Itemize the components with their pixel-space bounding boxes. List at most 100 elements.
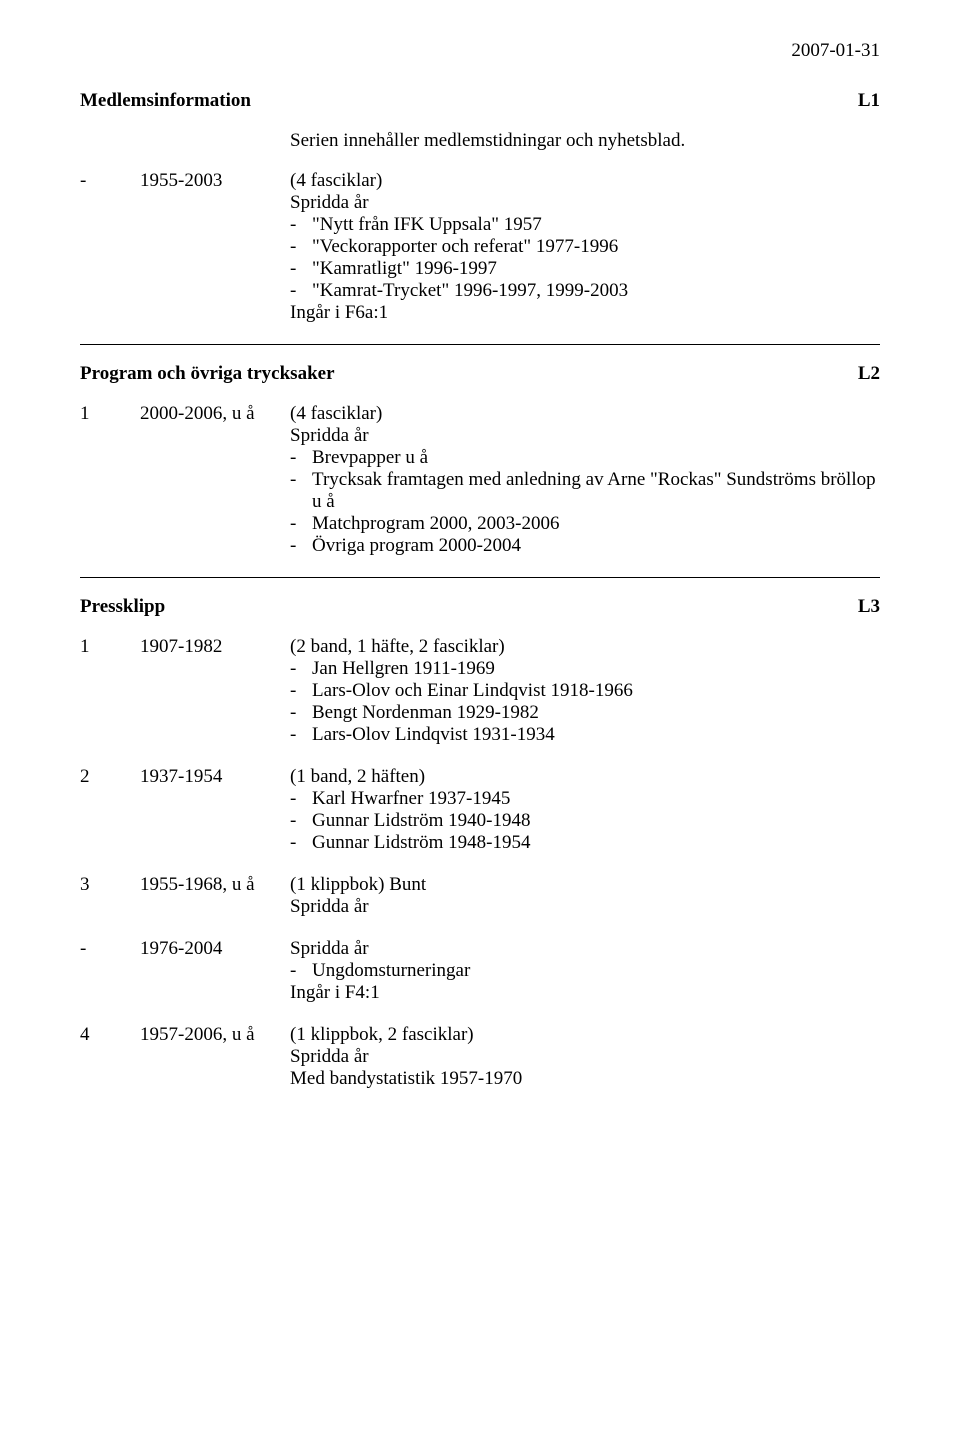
entry-col3: (4 fasciklar) Spridda år -Brevpapper u å… [290,403,880,557]
bullet-item: -Jan Hellgren 1911-1969 [290,658,880,680]
bullet-item: -Brevpapper u å [290,447,880,469]
entry-tail: Ingår i F6a:1 [290,302,880,324]
entry-line: Spridda år [290,192,880,214]
entry-row: 1 1907-1982 (2 band, 1 häfte, 2 fascikla… [80,636,880,746]
entry-main: (4 fasciklar) [290,170,880,192]
bullet-item: -"Veckorapporter och referat" 1977-1996 [290,236,880,258]
entry-col2: 1955-2003 [140,170,290,324]
entry-col2: 1955-1968, u å [140,874,290,918]
entry-line: Med bandystatistik 1957-1970 [290,1068,880,1090]
bullet-item: -Gunnar Lidström 1948-1954 [290,832,880,854]
bullet-text: Jan Hellgren 1911-1969 [312,658,880,680]
bullet-text: Bengt Nordenman 1929-1982 [312,702,880,724]
bullet-text: "Kamrat-Trycket" 1996-1997, 1999-2003 [312,280,880,302]
entry-col3: (2 band, 1 häfte, 2 fasciklar) -Jan Hell… [290,636,880,746]
entry-col3: (1 band, 2 häften) -Karl Hwarfner 1937-1… [290,766,880,854]
bullet-dash: - [290,658,312,680]
bullet-dash: - [290,702,312,724]
bullet-text: Karl Hwarfner 1937-1945 [312,788,880,810]
bullet-item: -Övriga program 2000-2004 [290,535,880,557]
bullet-item: -Karl Hwarfner 1937-1945 [290,788,880,810]
section-header-l3: Pressklipp L3 [80,596,880,618]
entry-col3: (4 fasciklar) Spridda år -"Nytt från IFK… [290,170,880,324]
bullet-text: "Veckorapporter och referat" 1977-1996 [312,236,880,258]
entry-row: 2 1937-1954 (1 band, 2 häften) -Karl Hwa… [80,766,880,854]
document-date: 2007-01-31 [80,40,880,62]
entry-col1: 3 [80,874,140,918]
bullet-item: -Gunnar Lidström 1940-1948 [290,810,880,832]
entry-row: - 1955-2003 (4 fasciklar) Spridda år -"N… [80,170,880,324]
entry-line: Spridda år [290,425,880,447]
entry-main: (1 band, 2 häften) [290,766,880,788]
section-code: L3 [858,596,880,618]
bullet-item: -Trycksak framtagen med anledning av Arn… [290,469,880,513]
bullet-dash: - [290,258,312,280]
bullet-dash: - [290,236,312,258]
entry-col1: - [80,170,140,324]
bullet-dash: - [290,724,312,746]
entry-col2: 1907-1982 [140,636,290,746]
section-title: Program och övriga trycksaker [80,363,335,385]
entry-tail: Ingår i F4:1 [290,982,880,1004]
bullet-item: -"Kamrat-Trycket" 1996-1997, 1999-2003 [290,280,880,302]
bullet-item: -Matchprogram 2000, 2003-2006 [290,513,880,535]
bullet-dash: - [290,447,312,469]
entry-col1: 1 [80,636,140,746]
entry-main: (1 klippbok, 2 fasciklar) [290,1024,880,1046]
entry-line: Spridda år [290,1046,880,1068]
section-header-l2: Program och övriga trycksaker L2 [80,363,880,385]
section-code: L2 [858,363,880,385]
bullet-dash: - [290,810,312,832]
entry-col2: 1976-2004 [140,938,290,1004]
entry-main: (2 band, 1 häfte, 2 fasciklar) [290,636,880,658]
bullet-text: Gunnar Lidström 1948-1954 [312,832,880,854]
bullet-dash: - [290,535,312,557]
section-subtitle: Serien innehåller medlemstidningar och n… [290,130,880,152]
entry-col3: Spridda år -Ungdomsturneringar Ingår i F… [290,938,880,1004]
entry-col1: 1 [80,403,140,557]
bullet-text: "Kamratligt" 1996-1997 [312,258,880,280]
section-header-l1: Medlemsinformation L1 [80,90,880,112]
bullet-dash: - [290,788,312,810]
entry-row: 4 1957-2006, u å (1 klippbok, 2 fascikla… [80,1024,880,1090]
section-title: Pressklipp [80,596,165,618]
bullet-item: -Lars-Olov och Einar Lindqvist 1918-1966 [290,680,880,702]
entry-col2: 1937-1954 [140,766,290,854]
bullet-item: -Bengt Nordenman 1929-1982 [290,702,880,724]
bullet-dash: - [290,214,312,236]
section-divider [80,344,880,345]
bullet-text: Lars-Olov och Einar Lindqvist 1918-1966 [312,680,880,702]
bullet-item: -Lars-Olov Lindqvist 1931-1934 [290,724,880,746]
entry-col3: (1 klippbok, 2 fasciklar) Spridda år Med… [290,1024,880,1090]
bullet-item: -Ungdomsturneringar [290,960,880,982]
entry-col1: 2 [80,766,140,854]
entry-row: - 1976-2004 Spridda år -Ungdomsturnering… [80,938,880,1004]
entry-row: 3 1955-1968, u å (1 klippbok) Bunt Sprid… [80,874,880,918]
entry-main: (4 fasciklar) [290,403,880,425]
bullet-dash: - [290,280,312,302]
bullet-dash: - [290,469,312,513]
document-page: 2007-01-31 Medlemsinformation L1 Serien … [0,0,960,1132]
bullet-text: Lars-Olov Lindqvist 1931-1934 [312,724,880,746]
bullet-text: Trycksak framtagen med anledning av Arne… [312,469,880,513]
entry-main: Spridda år [290,938,880,960]
bullet-text: Ungdomsturneringar [312,960,880,982]
entry-line: Spridda år [290,896,880,918]
section-title: Medlemsinformation [80,90,251,112]
bullet-text: Gunnar Lidström 1940-1948 [312,810,880,832]
bullet-dash: - [290,832,312,854]
section-code: L1 [858,90,880,112]
bullet-item: -"Kamratligt" 1996-1997 [290,258,880,280]
entry-col2: 2000-2006, u å [140,403,290,557]
section-divider [80,577,880,578]
bullet-dash: - [290,513,312,535]
entry-col3: (1 klippbok) Bunt Spridda år [290,874,880,918]
entry-col1: 4 [80,1024,140,1090]
entry-row: 1 2000-2006, u å (4 fasciklar) Spridda å… [80,403,880,557]
bullet-text: Övriga program 2000-2004 [312,535,880,557]
entry-col2: 1957-2006, u å [140,1024,290,1090]
entry-main: (1 klippbok) Bunt [290,874,880,896]
bullet-dash: - [290,680,312,702]
bullet-dash: - [290,960,312,982]
entry-col1: - [80,938,140,1004]
